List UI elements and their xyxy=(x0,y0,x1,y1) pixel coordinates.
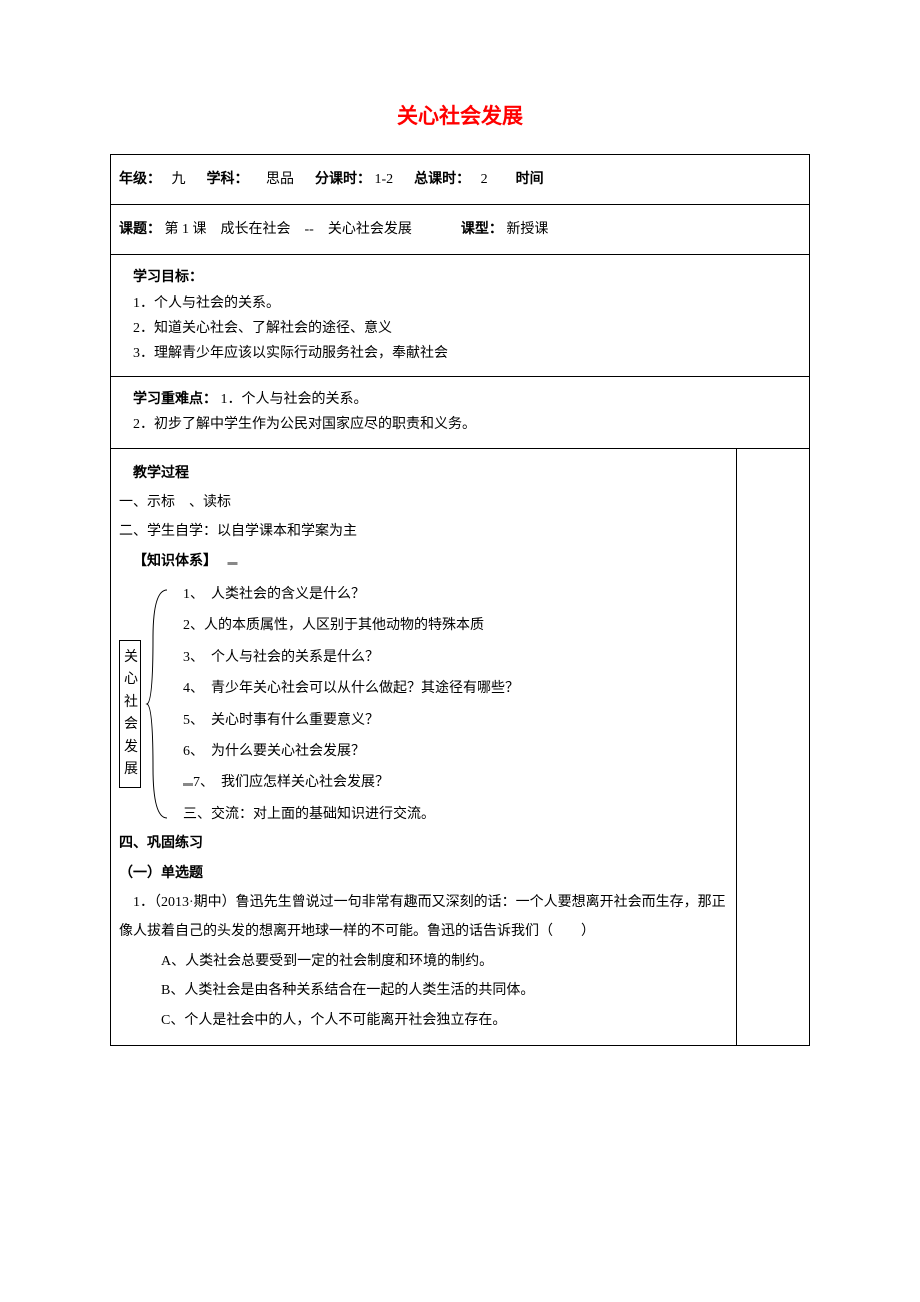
type-value: 新授课 xyxy=(506,222,548,237)
knowledge-item: 2、人的本质属性，人区别于其他动物的特殊本质 xyxy=(183,611,728,640)
keypoints-row: 学习重难点： 1．个人与社会的关系。 2．初步了解中学生作为公民对国家应尽的职责… xyxy=(111,377,810,448)
step-3: 三、交流：对上面的基础知识进行交流。 xyxy=(119,800,728,829)
keypoint-item: 2．初步了解中学生作为公民对国家应尽的职责和义务。 xyxy=(133,412,801,437)
subject-value: 思品 xyxy=(266,172,294,187)
objective-item: 2．知道关心社会、了解社会的途径、意义 xyxy=(133,316,801,341)
knowledge-item: 6、 为什么要关心社会发展？ xyxy=(183,737,728,766)
step-1: 一、示标 、读标 xyxy=(119,488,728,517)
page-title: 关心社会发展 xyxy=(110,100,810,130)
keypoints-heading: 学习重难点： xyxy=(133,392,217,407)
keypoint-item: 1．个人与社会的关系。 xyxy=(221,392,368,407)
section-single: （一）单选题 xyxy=(119,859,728,888)
step-4: 四、巩固练习 xyxy=(119,829,728,858)
process-side xyxy=(737,449,809,1045)
knowledge-item: 5、 关心时事有什么重要意义？ xyxy=(183,706,728,735)
process-row: 教学过程 一、示标 、读标 二、学生自学：以自学课本和学案为主 【知识体系】 ▬… xyxy=(111,448,810,1045)
topic-value: 第 1 课 成长在社会 -- 关心社会发展 xyxy=(165,222,412,237)
knowledge-item: ▬7、 我们应怎样关心社会发展？ xyxy=(183,768,728,797)
process-main: 教学过程 一、示标 、读标 二、学生自学：以自学课本和学案为主 【知识体系】 ▬… xyxy=(111,449,737,1045)
total-period-label: 总课时： xyxy=(414,172,470,187)
process-heading: 教学过程 xyxy=(119,459,728,488)
objective-item: 3．理解青少年应该以实际行动服务社会，奉献社会 xyxy=(133,341,801,366)
question-stem: 1．（2013·期中）鲁迅先生曾说过一句非常有趣而又深刻的话：一个人要想离开社会… xyxy=(119,888,728,947)
vert-label-text: 关心社会发展 xyxy=(124,650,138,777)
decoration-icon: ▬ xyxy=(228,557,238,568)
topic-row: 课题： 第 1 课 成长在社会 -- 关心社会发展 课型： 新授课 xyxy=(111,205,810,255)
bracket-icon xyxy=(145,588,175,820)
grade-value: 九 xyxy=(172,172,186,187)
question-option: B、人类社会是由各种关系结合在一起的人类生活的共同体。 xyxy=(119,976,728,1005)
time-label: 时间 xyxy=(516,172,544,187)
lesson-table: 年级： 九 学科： 思品 分课时： 1-2 总课时： 2 时间 课题： 第 1 … xyxy=(110,154,810,1046)
knowledge-item: 1、 人类社会的含义是什么？ xyxy=(183,580,728,609)
step-2: 二、学生自学：以自学课本和学案为主 xyxy=(119,517,728,546)
knowledge-item: 3、 个人与社会的关系是什么？ xyxy=(183,643,728,672)
decoration-icon: ▬ xyxy=(183,778,193,789)
header-row: 年级： 九 学科： 思品 分课时： 1-2 总课时： 2 时间 xyxy=(111,155,810,205)
grade-label: 年级： xyxy=(119,172,161,187)
knowledge-heading: 【知识体系】 xyxy=(133,554,217,569)
type-label: 课型： xyxy=(461,222,503,237)
period-value: 1-2 xyxy=(375,172,394,187)
knowledge-item-text: 7、 我们应怎样关心社会发展？ xyxy=(193,775,389,790)
vertical-label-box: 关心社会发展 xyxy=(119,640,141,788)
question-option: A、人类社会总要受到一定的社会制度和环境的制约。 xyxy=(119,947,728,976)
knowledge-wrapper: 关心社会发展 1、 人类社会的含义是什么？ 2、人的本质属性，人区别于其他动物的… xyxy=(119,580,728,798)
objective-item: 1．个人与社会的关系。 xyxy=(133,291,801,316)
topic-label: 课题： xyxy=(119,222,161,237)
question-option: C、个人是社会中的人，个人不可能离开社会独立存在。 xyxy=(119,1006,728,1035)
objectives-heading: 学习目标： xyxy=(133,265,801,290)
objectives-row: 学习目标： 1．个人与社会的关系。 2．知道关心社会、了解社会的途径、意义 3．… xyxy=(111,255,810,377)
subject-label: 学科： xyxy=(207,172,249,187)
knowledge-item: 4、 青少年关心社会可以从什么做起？其途径有哪些？ xyxy=(183,674,728,703)
period-label: 分课时： xyxy=(315,172,371,187)
total-period-value: 2 xyxy=(481,172,488,187)
